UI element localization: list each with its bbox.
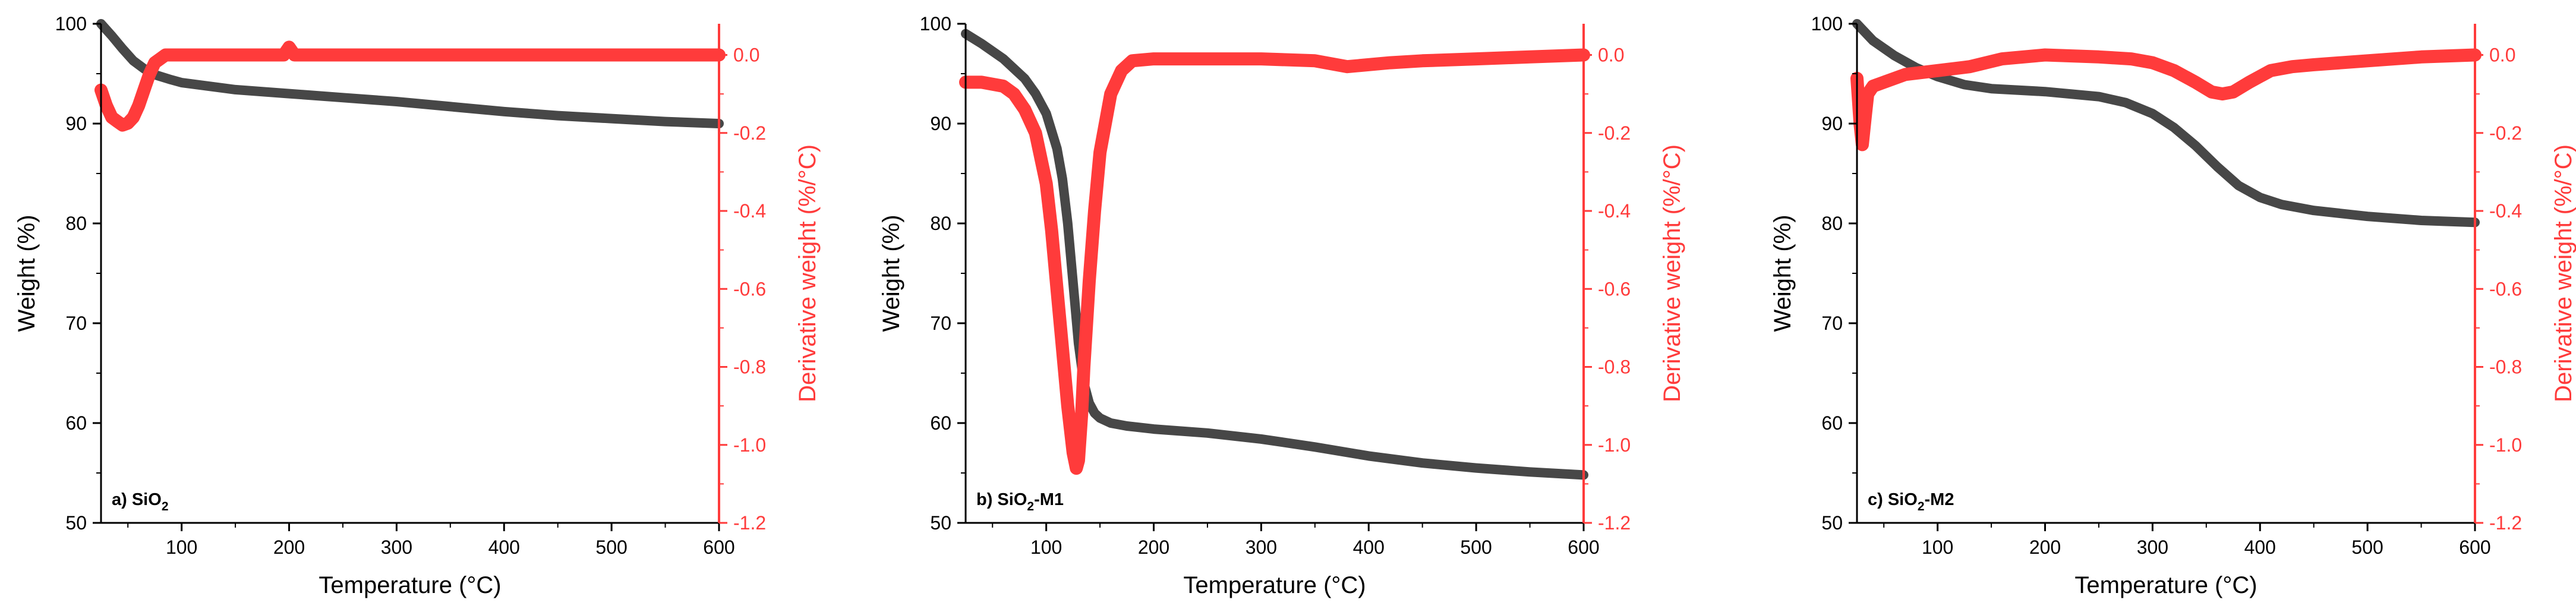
y2-tick-label: -0.2: [733, 122, 766, 144]
x-tick-label: 500: [1460, 537, 1492, 558]
y-tick-label: 70: [930, 313, 951, 334]
panel-label-suffix: -M1: [1034, 490, 1064, 509]
x-tick-label: 100: [1030, 537, 1062, 558]
x-tick-label: 400: [1353, 537, 1385, 558]
derivative-weight-line: [94, 40, 726, 132]
y-tick-label: 70: [65, 313, 87, 334]
y2-tick-label: -0.2: [2489, 122, 2522, 144]
y2-tick-label: -0.2: [1598, 122, 1631, 144]
y2-axis-title: Derivative weight (%/°C): [1659, 144, 1685, 402]
y-axis-title: Weight (%): [14, 214, 40, 332]
x-tick-label: 400: [2244, 537, 2276, 558]
y2-tick-label: 0.0: [1598, 45, 1624, 66]
chart-panel-c: 100 200 300 400 500 600 50 60 70 80 90 100 -1.2 -1.0 -…: [1770, 13, 2576, 598]
y-tick-label: 50: [1821, 512, 1843, 534]
y2-tick-label: -1.2: [733, 512, 766, 534]
derivative-weight-line: [1850, 48, 2482, 152]
derivative-weight-line: [959, 48, 1590, 475]
y2-tick-label: -0.8: [733, 357, 766, 378]
y2-tick-label: -0.6: [1598, 278, 1631, 299]
chart-panel-a: 100 200 300 400 500 600 50 60 70 80 90 100 -1.2 -1.0 -…: [14, 13, 821, 598]
panel-label-prefix: c) SiO: [1868, 490, 1918, 509]
x-tick-label: 600: [2459, 537, 2490, 558]
weight-line: [96, 19, 724, 128]
y-tick-label: 90: [1821, 113, 1843, 134]
panel-label-subscript: 2: [1027, 500, 1034, 513]
y-tick-label: 80: [930, 213, 951, 234]
y-tick-label: 50: [930, 512, 951, 534]
y-tick-label: 50: [65, 512, 87, 534]
y2-tick-label: -0.4: [2489, 200, 2522, 222]
panel-label: a) SiO2: [112, 490, 169, 513]
y-tick-label: 80: [65, 213, 87, 234]
y-tick-label: 60: [1821, 412, 1843, 434]
y-tick-label: 100: [55, 13, 87, 34]
y-tick-label: 60: [930, 412, 951, 434]
y-tick-label: 90: [930, 113, 951, 134]
y2-tick-label: 0.0: [2489, 45, 2515, 66]
y-tick-label: 100: [1811, 13, 1843, 34]
panel-label-subscript: 2: [162, 500, 169, 513]
x-axis-title: Temperature (°C): [2074, 572, 2257, 598]
y-tick-label: 70: [1821, 313, 1843, 334]
x-tick-label: 100: [1922, 537, 1953, 558]
y2-tick-label: -1.0: [1598, 434, 1631, 456]
y-tick-label: 80: [1821, 213, 1843, 234]
x-tick-label: 200: [2029, 537, 2061, 558]
y2-tick-label: -0.4: [1598, 200, 1631, 222]
x-tick-label: 300: [1246, 537, 1277, 558]
x-tick-label: 300: [2137, 537, 2168, 558]
y2-tick-label: 0.0: [733, 45, 759, 66]
panel-label-suffix: -M2: [1925, 490, 1954, 509]
x-tick-label: 600: [703, 537, 734, 558]
y-tick-label: 60: [65, 412, 87, 434]
panel-label: b) SiO2-M1: [976, 490, 1064, 513]
x-tick-label: 200: [1138, 537, 1169, 558]
y-axis-title: Weight (%): [1770, 214, 1796, 332]
y2-tick-label: -0.6: [2489, 278, 2522, 299]
y-tick-label: 90: [65, 113, 87, 134]
y2-tick-label: -0.4: [733, 200, 766, 222]
x-axis-title: Temperature (°C): [319, 572, 501, 598]
x-tick-label: 100: [166, 537, 197, 558]
y2-tick-label: -1.2: [2489, 512, 2522, 534]
panel-label-subscript: 2: [1918, 500, 1925, 513]
y2-axis-title: Derivative weight (%/°C): [794, 144, 821, 402]
y2-tick-label: -0.8: [1598, 357, 1631, 378]
panel-label-prefix: a) SiO: [112, 490, 162, 509]
y2-tick-label: -0.6: [733, 278, 766, 299]
y2-axis-title: Derivative weight (%/°C): [2550, 144, 2576, 402]
panel-label-prefix: b) SiO: [976, 490, 1027, 509]
y2-tick-label: -0.8: [2489, 357, 2522, 378]
x-tick-label: 200: [273, 537, 305, 558]
x-axis-title: Temperature (°C): [1183, 572, 1366, 598]
y-tick-label: 100: [920, 13, 951, 34]
x-tick-label: 300: [381, 537, 412, 558]
y2-tick-label: -1.2: [1598, 512, 1631, 534]
x-tick-label: 600: [1568, 537, 1599, 558]
weight-line: [961, 29, 1588, 480]
y2-tick-label: -1.0: [2489, 434, 2522, 456]
chart-panel-b: 100 200 300 400 500 600 50 60 70 80 90 100 -1.2 -1.0 -…: [878, 13, 1685, 598]
panel-label: c) SiO2-M2: [1868, 490, 1954, 513]
x-tick-label: 500: [595, 537, 627, 558]
y-axis-title: Weight (%): [878, 214, 904, 332]
x-tick-label: 400: [488, 537, 520, 558]
x-tick-label: 500: [2351, 537, 2383, 558]
y2-tick-label: -1.0: [733, 434, 766, 456]
